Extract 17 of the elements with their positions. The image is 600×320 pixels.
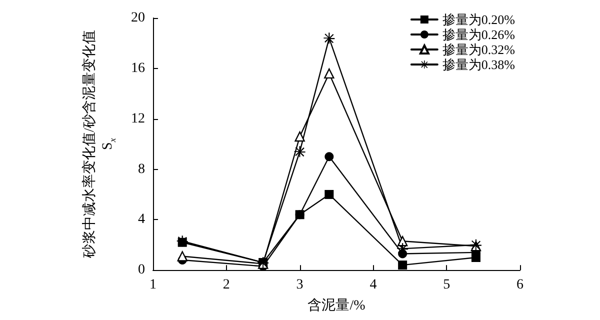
y-tick-label: 4 — [138, 212, 145, 228]
legend-label: 掺量为0.38% — [442, 57, 516, 72]
legend-label: 掺量为0.20% — [442, 12, 516, 27]
y-tick-label: 16 — [131, 60, 145, 76]
x-tick-label: 2 — [222, 278, 230, 293]
x-tick-label: 5 — [443, 278, 450, 293]
legend-label: 掺量为0.26% — [442, 27, 516, 42]
y-tick-label: 12 — [131, 111, 145, 126]
y-tick-label: 0 — [138, 262, 145, 278]
x-tick-label: 4 — [370, 278, 377, 293]
y-tick-label: 20 — [131, 10, 145, 26]
legend-label: 掺量为0.32% — [442, 42, 516, 57]
x-tick-label: 3 — [296, 278, 304, 293]
y-tick-label: 8 — [138, 162, 145, 177]
x-tick-label: 6 — [516, 278, 524, 293]
x-axis-title: 含泥量/% — [308, 298, 366, 314]
x-tick-label: 1 — [150, 278, 156, 293]
